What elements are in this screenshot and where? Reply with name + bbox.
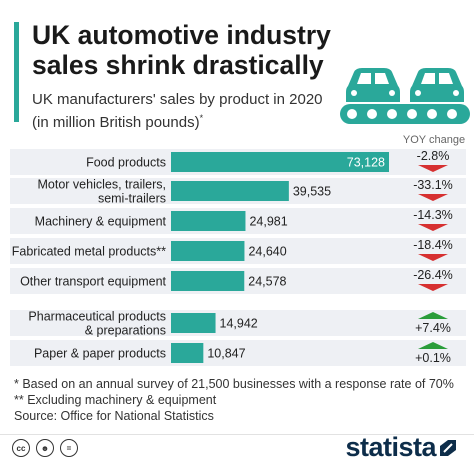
row-background (10, 340, 466, 366)
yoy-change-label: -26.4% (413, 268, 453, 282)
yoy-change-label: -14.3% (413, 208, 453, 222)
category-label: Machinery & equipment (35, 215, 167, 229)
brand-mark-icon (440, 440, 456, 456)
category-label: Fabricated metal products** (12, 245, 166, 259)
subtitle-footnote-mark: * (199, 113, 204, 123)
yoy-down-arrow (418, 254, 448, 261)
accent-bar (14, 22, 19, 122)
category-label: Motor vehicles, trailers, semi-trailers (37, 178, 166, 206)
source-note: Source: Office for National Statistics (14, 409, 214, 423)
bar (171, 241, 245, 261)
subtitle-text: UK manufacturers' sales by product in 20… (32, 91, 323, 131)
yoy-header: YOY change (402, 134, 466, 146)
category-label: Food products (86, 156, 166, 170)
bar (171, 271, 245, 291)
bar (171, 313, 216, 333)
yoy-down-arrow (418, 284, 448, 291)
footnote-2: ** Excluding machinery & equipment (14, 393, 217, 407)
chart-subtitle: UK manufacturers' sales by product in 20… (32, 90, 332, 132)
footer-divider (0, 434, 474, 435)
value-label: 24,640 (248, 245, 286, 259)
yoy-down-arrow (418, 165, 448, 172)
brand-name: statista (345, 432, 436, 462)
cc-icon: cc (12, 439, 30, 457)
value-label: 14,942 (220, 317, 258, 331)
footnote-1: * Based on an annual survey of 21,500 bu… (14, 377, 454, 391)
yoy-up-arrow (418, 342, 448, 349)
yoy-change-label: +7.4% (415, 321, 451, 335)
chart-title: UK automotive industry sales shrink dras… (32, 20, 331, 80)
category-label: Paper & paper products (34, 347, 166, 361)
category-label: Pharmaceutical products & preparations (28, 310, 166, 338)
yoy-change-label: -18.4% (413, 238, 453, 252)
yoy-down-arrow (418, 224, 448, 231)
bar (171, 211, 246, 231)
statista-logo: statista (345, 432, 458, 463)
yoy-change-label: +0.1% (415, 351, 451, 365)
yoy-down-arrow (418, 194, 448, 201)
value-label: 24,981 (249, 215, 287, 229)
bar (171, 152, 389, 172)
category-label: Other transport equipment (20, 275, 166, 289)
attribution-icon: ☻ (36, 439, 54, 457)
value-label: 39,535 (293, 185, 331, 199)
value-label: 24,578 (248, 275, 286, 289)
row-background (10, 310, 466, 336)
bar (171, 343, 204, 363)
yoy-up-arrow (418, 312, 448, 319)
bar (171, 181, 289, 201)
value-label: 73,128 (347, 156, 385, 170)
equals-icon: = (60, 439, 78, 457)
yoy-change-label: -2.8% (417, 149, 450, 163)
bar-chart: Food products 73,128 -2.8% Motor vehicles, … (10, 149, 466, 366)
value-label: 10,847 (207, 347, 245, 361)
yoy-change-label: -33.1% (413, 178, 453, 192)
conveyor-cars-illustration (340, 68, 470, 124)
